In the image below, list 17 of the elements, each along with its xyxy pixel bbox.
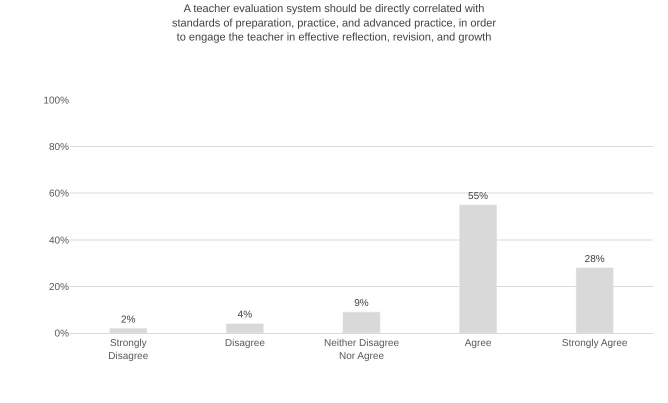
x-tick-label: Disagree xyxy=(224,338,266,349)
data-label: 9% xyxy=(354,298,369,310)
chart-title: A teacher evaluation system should be directly correlated with standards of preparation, practice, and advanced practice, in order to engage the teacher in effective reflection, revision, and growth xyxy=(172,3,496,44)
data-label: 28% xyxy=(584,254,605,265)
y-tick-label: 40% xyxy=(48,235,70,246)
y-tick-label: 20% xyxy=(48,282,70,293)
y-tick-label: 80% xyxy=(48,142,70,154)
data-label: 55% xyxy=(468,190,488,202)
x-tick-label: Strongly Agree xyxy=(562,338,628,349)
x-tick-label: Strongly Disagree xyxy=(108,338,149,362)
y-tick-label: 0% xyxy=(54,328,70,340)
x-tick-label: Agree xyxy=(464,338,492,349)
y-tick-label: 100% xyxy=(43,96,70,106)
data-label: 4% xyxy=(238,310,252,321)
x-tick-label: Neither Disagree Nor Agree xyxy=(324,338,400,362)
data-label: 2% xyxy=(121,314,136,326)
y-tick-label: 60% xyxy=(48,188,70,200)
